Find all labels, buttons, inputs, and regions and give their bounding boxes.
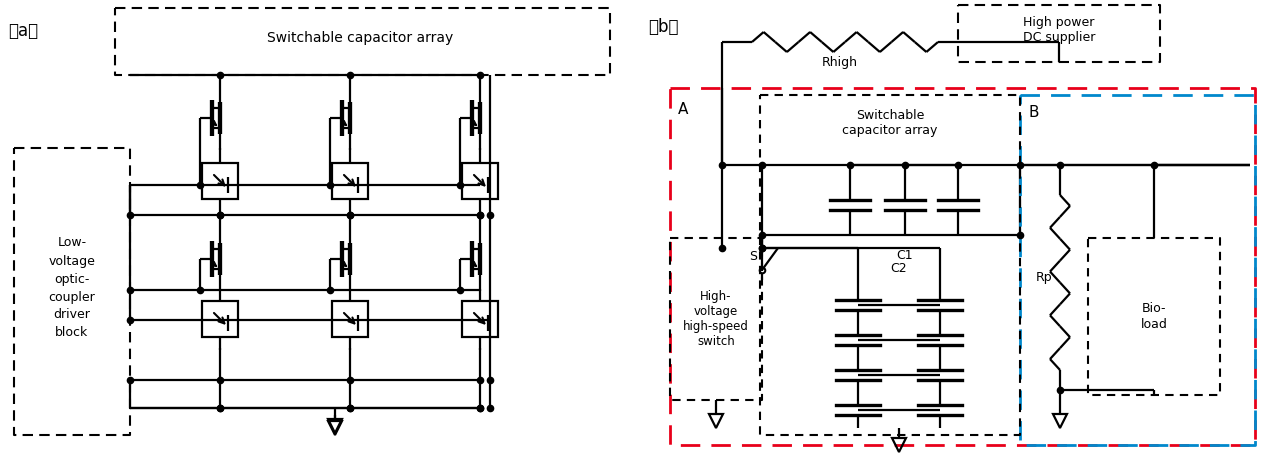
Text: Switchable capacitor array: Switchable capacitor array bbox=[266, 31, 453, 45]
Text: （b）: （b） bbox=[647, 18, 679, 36]
Text: Rhigh: Rhigh bbox=[822, 56, 858, 69]
Text: High power
DC supplier: High power DC supplier bbox=[1022, 16, 1095, 44]
Text: （a）: （a） bbox=[8, 22, 38, 40]
Text: C2: C2 bbox=[891, 262, 907, 275]
Text: S: S bbox=[750, 250, 757, 262]
Text: High-
voltage
high-speed
switch: High- voltage high-speed switch bbox=[683, 290, 748, 348]
Text: Bio-
load: Bio- load bbox=[1141, 302, 1167, 331]
Text: Switchable
capacitor array: Switchable capacitor array bbox=[842, 109, 938, 137]
Text: B: B bbox=[1029, 105, 1039, 120]
Text: Low-
voltage
optic-
coupler
driver
block: Low- voltage optic- coupler driver block bbox=[48, 237, 96, 340]
Text: A: A bbox=[678, 102, 688, 117]
Text: Rp: Rp bbox=[1035, 271, 1053, 284]
Text: C1: C1 bbox=[897, 249, 914, 262]
